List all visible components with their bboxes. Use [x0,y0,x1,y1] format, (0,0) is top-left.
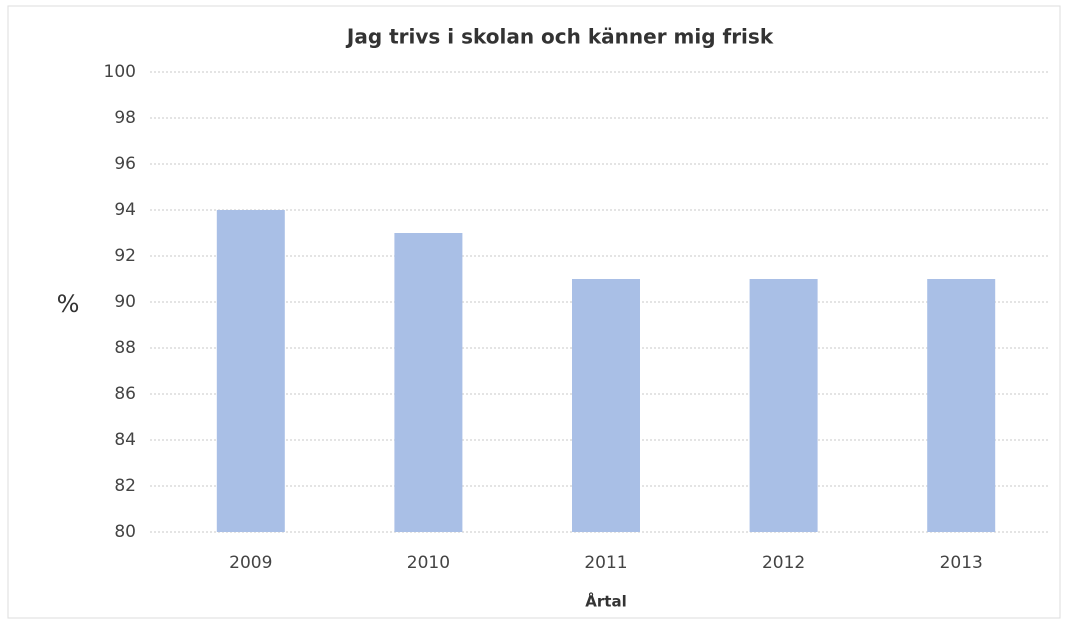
chart-title: Jag trivs i skolan och känner mig frisk [345,25,774,49]
x-tick-label: 2009 [229,553,272,573]
y-tick-label: 94 [114,200,136,220]
y-tick-label: 90 [114,292,136,312]
bar [216,210,285,532]
y-tick-label: 100 [104,62,136,82]
x-tick-label: 2013 [940,553,983,573]
y-tick-label: 86 [114,384,136,404]
y-axis-label: % [57,290,80,318]
x-axis-label: Årtal [585,592,626,611]
bar [572,279,640,532]
bar [394,233,463,532]
x-tick-label: 2012 [762,553,805,573]
y-tick-label: 82 [114,476,136,496]
y-tick-label: 80 [114,522,136,542]
bar [749,279,818,532]
x-tick-label: 2010 [407,553,450,573]
bar [927,279,996,532]
y-tick-label: 96 [114,154,136,174]
y-tick-label: 98 [114,108,136,128]
x-tick-label: 2011 [584,553,627,573]
y-tick-label: 88 [114,338,136,358]
y-tick-label: 92 [114,246,136,266]
chart-frame [7,5,1061,619]
y-tick-label: 84 [114,430,136,450]
